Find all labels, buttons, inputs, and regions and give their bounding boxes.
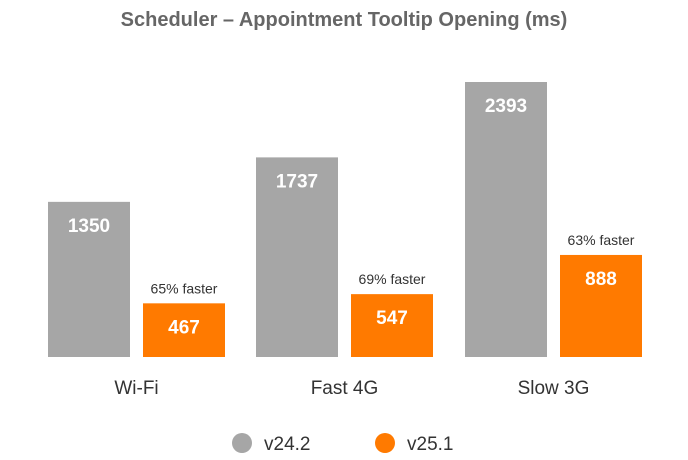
x-tick-label: Slow 3G — [518, 378, 590, 399]
legend-label: v25.1 — [407, 434, 453, 455]
data-label: 888 — [585, 269, 617, 290]
data-label: 547 — [376, 308, 408, 329]
legend-marker — [232, 433, 252, 453]
legend-label: v24.2 — [264, 434, 310, 455]
legend: v24.2 v25.1 — [232, 433, 453, 455]
legend-marker — [375, 433, 395, 453]
speedup-annotation: 65% faster — [151, 280, 218, 296]
data-label: 1737 — [276, 171, 318, 192]
x-tick-label: Fast 4G — [311, 378, 379, 399]
x-tick-label: Wi-Fi — [114, 378, 158, 399]
data-label: 467 — [168, 317, 200, 338]
bar-v25-1-wi-fi — [143, 303, 225, 357]
bar-v24-2-wi-fi — [48, 201, 130, 357]
bar-v24-2-slow-3g — [465, 82, 547, 357]
chart-title: Scheduler – Appointment Tooltip Opening … — [121, 9, 568, 31]
bars-layer: 1350 467 65% faster Wi-Fi 1737 547 69% faster F… — [48, 82, 642, 399]
speedup-annotation: 69% faster — [359, 271, 426, 287]
bar-v25-1-fast-4g — [351, 294, 433, 357]
speedup-annotation: 63% faster — [568, 232, 635, 248]
data-label: 2393 — [485, 96, 527, 117]
data-label: 1350 — [68, 216, 110, 237]
bar-v25-1-slow-3g — [560, 254, 642, 357]
bar-v24-2-fast-4g — [256, 157, 338, 357]
